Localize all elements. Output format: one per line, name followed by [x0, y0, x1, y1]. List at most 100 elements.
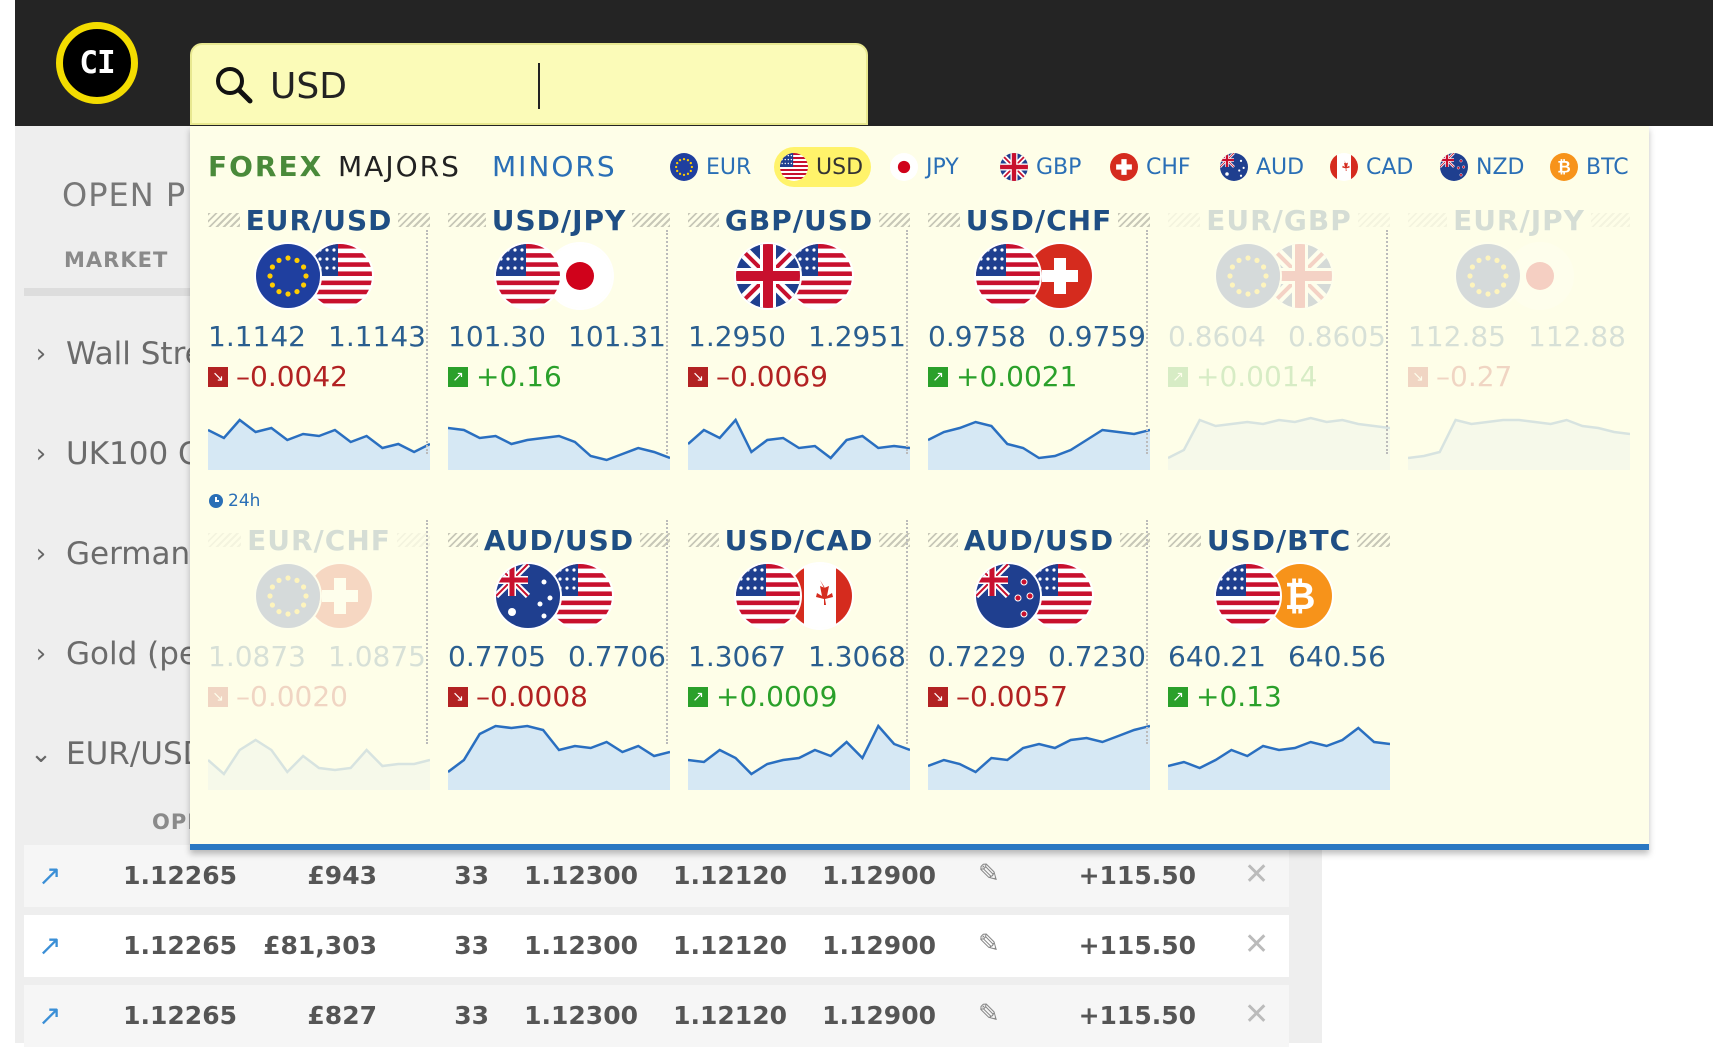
tab-forex[interactable]: FOREX [208, 150, 324, 183]
close-icon[interactable]: ✕ [1244, 857, 1270, 892]
currency-filter-nzd[interactable]: NZD [1434, 147, 1532, 187]
text-caret [538, 63, 540, 109]
change-value: –0.0020 [236, 680, 348, 713]
table-row[interactable]: ↗ 1.12265 £827 33 1.12300 1.12120 1.12900 +115.… [24, 985, 1289, 1047]
ask-price[interactable]: 0.8605 [1288, 320, 1386, 353]
pair-title: EUR/JPY [1408, 200, 1630, 240]
pair-name: EUR/JPY [1453, 203, 1585, 237]
table-row[interactable]: ↗ 1.12265 £943 33 1.12300 1.12120 1.12900 +115.… [24, 845, 1289, 907]
market-row[interactable]: › Germany [30, 536, 209, 572]
market-row[interactable]: › UK100 C [30, 436, 200, 472]
pair-card[interactable]: USD/CAD 1.3067 1.3068 ↗ +0.0009 [688, 520, 910, 820]
currency-filter-aud[interactable]: AUD [1214, 147, 1312, 187]
sparkline-chart [928, 420, 1150, 470]
pair-title: AUD/USD [928, 520, 1151, 560]
ask-price[interactable]: 112.88 [1528, 320, 1626, 353]
ask-price[interactable]: 0.9759 [1048, 320, 1146, 353]
trend-up-icon: ↗ [448, 366, 468, 387]
price-change: ↘ –0.0069 [688, 360, 828, 393]
ask-price[interactable]: 640.56 [1288, 640, 1386, 673]
currency-filter-btc[interactable]: ₿ BTC [1544, 147, 1637, 187]
bid-price[interactable]: 0.8604 [1168, 320, 1266, 353]
sparkline-chart [688, 417, 910, 470]
currency-filter-jpy[interactable]: JPY [884, 147, 967, 187]
bid-price[interactable]: 1.0873 [208, 640, 306, 673]
pair-card[interactable]: AUD/USD 0.7705 0.7706 ↘ –0.0008 [448, 520, 671, 820]
cell-c2: 1.12120 [673, 931, 787, 960]
cell-c1: 1.12300 [524, 931, 638, 960]
currency-filter-gbp[interactable]: GBP [994, 147, 1089, 187]
eu-flag-icon [256, 564, 320, 628]
currency-filter-chf[interactable]: CHF [1104, 147, 1199, 187]
pair-card[interactable]: EUR/JPY 112.85 112.88 ↘ –0.27 [1408, 200, 1630, 500]
pair-card[interactable]: EUR/USD 1.1142 1.1143 ↘ –0.0042 [208, 200, 431, 500]
app-logo[interactable]: CI [56, 22, 138, 104]
ask-price[interactable]: 1.3068 [808, 640, 906, 673]
ask-price[interactable]: 0.7706 [568, 640, 666, 673]
pair-card[interactable]: EUR/CHF 1.0873 1.0875 ↘ –0.0020 [208, 520, 431, 820]
cell-open: 1.12265 [123, 1001, 237, 1030]
pair-name: EUR/GBP [1206, 203, 1352, 237]
ask-price[interactable]: 101.31 [568, 320, 666, 353]
tab-minors[interactable]: MINORS [492, 150, 617, 183]
bid-price[interactable]: 0.7229 [928, 640, 1026, 673]
ask-price[interactable]: 1.0875 [328, 640, 426, 673]
market-row[interactable]: › Wall Stre [30, 336, 204, 372]
nz-flag-icon [1440, 153, 1468, 181]
change-value: –0.0069 [716, 360, 828, 393]
change-value: –0.27 [1436, 360, 1513, 393]
change-value: +0.0021 [956, 360, 1078, 393]
market-row[interactable]: › Gold (pe [30, 636, 198, 672]
table-row[interactable]: ↗ 1.12265 £81,303 33 1.12300 1.12120 1.12900 +1… [24, 915, 1289, 977]
bid-price[interactable]: 640.21 [1168, 640, 1266, 673]
sparkline-chart [208, 738, 430, 790]
divider [24, 288, 194, 296]
tab-majors[interactable]: MAJORS [338, 150, 461, 183]
bid-price[interactable]: 1.1142 [208, 320, 306, 353]
close-icon[interactable]: ✕ [1244, 927, 1270, 962]
edit-icon[interactable]: ✎ [978, 999, 1000, 1029]
divider [1146, 230, 1148, 454]
bid-price[interactable]: 1.2950 [688, 320, 786, 353]
pair-flags [1216, 244, 1336, 312]
currency-filter-usd[interactable]: USD [774, 147, 872, 187]
ask-price[interactable]: 1.2951 [808, 320, 906, 353]
bid-price[interactable]: 1.3067 [688, 640, 786, 673]
bid-price[interactable]: 0.7705 [448, 640, 546, 673]
pair-card[interactable]: USD/JPY 101.30 101.31 ↗ +0.16 [448, 200, 670, 500]
price-change: ↘ –0.0008 [448, 680, 588, 713]
sparkline-chart [928, 724, 1150, 790]
ask-price[interactable]: 1.1143 [328, 320, 426, 353]
cell-c1: 1.12300 [524, 1001, 638, 1030]
close-icon[interactable]: ✕ [1244, 997, 1270, 1032]
pair-title: USD/JPY [448, 200, 670, 240]
direction-up-icon: ↗ [38, 859, 62, 892]
pair-card[interactable]: EUR/GBP 0.8604 0.8605 ↗ +0.0014 [1168, 200, 1390, 500]
bid-price[interactable]: 112.85 [1408, 320, 1506, 353]
bid-price[interactable]: 0.9758 [928, 320, 1026, 353]
market-row[interactable]: ⌄ EUR/USD [30, 736, 206, 772]
pair-card[interactable]: USD/BTC ₿ 640.21 640.56 ↗ +0.13 [1168, 520, 1390, 820]
ask-price[interactable]: 0.7230 [1048, 640, 1146, 673]
jp-flag-icon [1508, 244, 1572, 308]
edit-icon[interactable]: ✎ [978, 859, 1000, 889]
currency-code: CAD [1366, 154, 1414, 180]
price-change: ↗ +0.0021 [928, 360, 1077, 393]
currency-code: BTC [1586, 154, 1629, 180]
pair-flags: ₿ [1216, 564, 1336, 632]
currency-filter-cad[interactable]: CAD [1324, 147, 1421, 187]
pair-name: EUR/CHF [247, 523, 391, 557]
search-results-dropdown: FOREX MAJORS MINORS EUR USD JPY GBP CHF AUD CAD N… [190, 126, 1649, 850]
ch-flag-icon [308, 564, 372, 628]
search-box[interactable] [190, 43, 868, 125]
currency-filter-eur[interactable]: EUR [664, 147, 759, 187]
pair-card[interactable]: AUD/USD 0.7229 0.7230 ↘ –0.0057 [928, 520, 1151, 820]
pair-card[interactable]: USD/CHF 0.9758 0.9759 ↗ +0.0021 [928, 200, 1151, 500]
cell-qty: 33 [454, 861, 489, 890]
pair-card[interactable]: GBP/USD 1.2950 1.2951 ↘ –0.0069 [688, 200, 910, 500]
pair-name: USD/CAD [724, 523, 874, 557]
svg-text:₿: ₿ [1557, 158, 1571, 177]
bid-price[interactable]: 101.30 [448, 320, 546, 353]
edit-icon[interactable]: ✎ [978, 929, 1000, 959]
search-input[interactable] [270, 59, 830, 113]
